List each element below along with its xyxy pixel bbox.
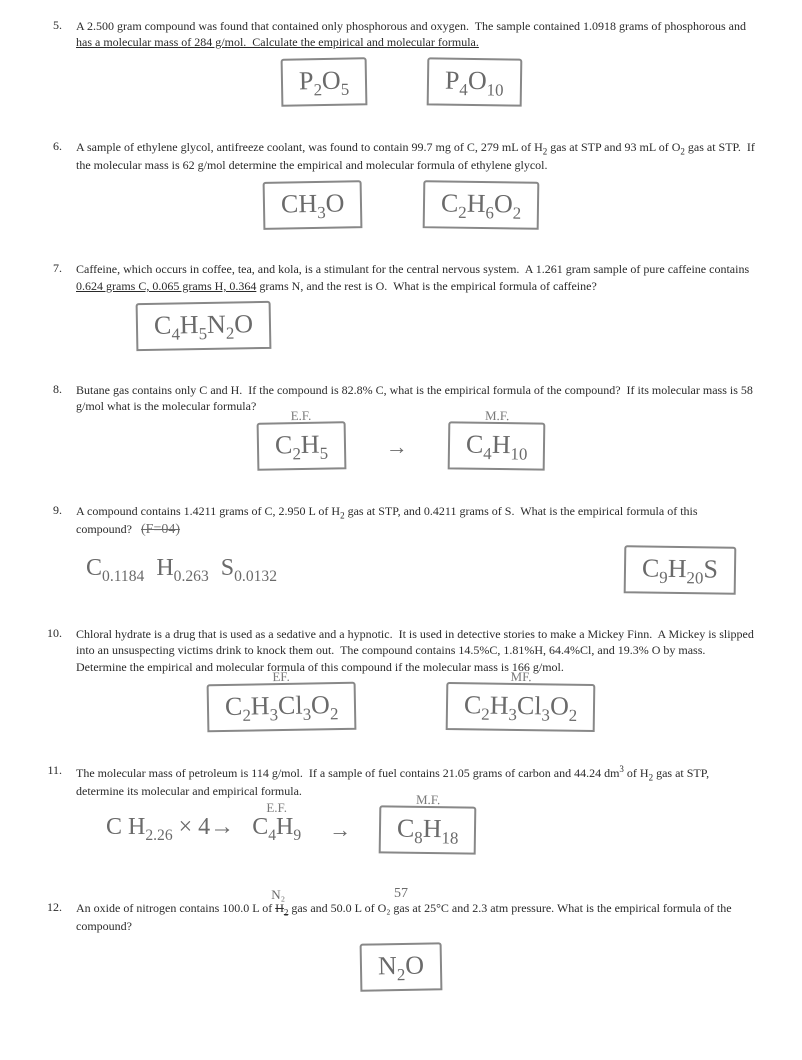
problem-number: 6.	[46, 139, 62, 154]
problem-10: 10. Chloral hydrate is a drug that is us…	[46, 626, 756, 731]
answer-box-empirical: P2O5	[280, 58, 367, 108]
answer-box-molecular: M.F. C4H10	[447, 422, 545, 472]
correction-n2: N₂	[271, 886, 285, 904]
problem-text: An oxide of nitrogen contains 100.0 L of…	[76, 900, 756, 935]
arrow-icon: →	[319, 817, 361, 843]
problem-5: 5. A 2.500 gram compound was found that …	[46, 18, 756, 107]
work-text: C0.1184 H0.263 S0.0132	[86, 555, 277, 586]
problem-7: 7. Caffeine, which occurs in coffee, tea…	[46, 261, 756, 350]
problem-number: 7.	[46, 261, 62, 276]
answer-box-empirical: C4H5N2O	[136, 301, 272, 352]
text-pre: An oxide of nitrogen contains 100.0 L of	[76, 901, 275, 915]
answer-box-empirical: EF. C2H3Cl3O2	[206, 681, 356, 732]
answer-box-empirical: C9H20S	[624, 545, 737, 595]
problem-text: A compound contains 1.4211 grams of C, 2…	[76, 503, 756, 540]
problem-row: 8. Butane gas contains only C and H. If …	[46, 382, 756, 414]
problem-number: 5.	[46, 18, 62, 33]
work-text-1: C H2.26 × 4→	[106, 814, 234, 845]
problem-row: 11. The molecular mass of petroleum is 1…	[46, 763, 756, 800]
problem-text: Caffeine, which occurs in coffee, tea, a…	[76, 261, 756, 293]
answer-box-empirical: CH3O	[263, 180, 363, 230]
problem-number: 12.	[46, 900, 62, 915]
problem-number: 9.	[46, 503, 62, 518]
answer-row: P2O5 P4O10	[46, 58, 756, 106]
problem-row: 6. A sample of ethylene glycol, antifree…	[46, 139, 756, 174]
answer-row: EF. C2H3Cl3O2 MF. C2H3Cl3O2	[46, 683, 756, 731]
problem-row: 7. Caffeine, which occurs in coffee, tea…	[46, 261, 756, 293]
problem-row: 10. Chloral hydrate is a drug that is us…	[46, 626, 756, 675]
problem-11: 11. The molecular mass of petroleum is 1…	[46, 763, 756, 854]
crossed-out-work: (F=04)	[141, 522, 180, 537]
answer-row: E.F. C2H5 → M.F. C4H10	[46, 422, 756, 470]
problem-number: 10.	[46, 626, 62, 641]
answer-row: CH3O C2H6O2	[46, 181, 756, 229]
work-text-ef: E.F. C4H9	[252, 814, 301, 845]
answer-box-molecular: C2H6O2	[422, 180, 539, 230]
problem-row: 12. An oxide of nitrogen contains 100.0 …	[46, 900, 756, 935]
problem-text: A sample of ethylene glycol, antifreeze …	[76, 139, 756, 174]
arrow-icon: →	[376, 434, 418, 460]
mf-label: MF.	[510, 669, 531, 685]
problem-8: 8. Butane gas contains only C and H. If …	[46, 382, 756, 471]
problem-number: 8.	[46, 382, 62, 397]
problem-9: 9. A compound contains 1.4211 grams of C…	[46, 503, 756, 595]
work-row: C0.1184 H0.263 S0.0132 C9H20S	[46, 546, 756, 594]
mf-label: M.F.	[416, 792, 440, 808]
problem-6: 6. A sample of ethylene glycol, antifree…	[46, 139, 756, 230]
work-row: C H2.26 × 4→ E.F. C4H9 → M.F. C8H18	[46, 806, 756, 854]
ef-label: E.F.	[290, 408, 311, 424]
problem-12: 57 12. An oxide of nitrogen contains 100…	[46, 886, 756, 991]
answer-box-empirical: N2O	[360, 942, 443, 992]
problem-row: 9. A compound contains 1.4211 grams of C…	[46, 503, 756, 540]
answer-box-molecular: M.F. C8H18	[379, 805, 477, 855]
answer-box-empirical: E.F. C2H5	[256, 422, 346, 472]
answer-box-molecular: P4O10	[426, 58, 521, 108]
problem-text: A 2.500 gram compound was found that con…	[76, 18, 756, 50]
answer-row: N2O	[46, 943, 756, 991]
problem-text: Chloral hydrate is a drug that is used a…	[76, 626, 756, 675]
stray-mark: 57	[394, 886, 408, 901]
problem-text: Butane gas contains only C and H. If the…	[76, 382, 756, 414]
answer-row: C4H5N2O	[46, 302, 756, 350]
ef-label: EF.	[272, 669, 290, 685]
answer-box-molecular: MF. C2H3Cl3O2	[446, 682, 596, 732]
mf-label: M.F.	[485, 408, 509, 424]
problem-number: 11.	[46, 763, 62, 778]
ef-label: E.F.	[266, 800, 287, 816]
problem-row: 5. A 2.500 gram compound was found that …	[46, 18, 756, 50]
